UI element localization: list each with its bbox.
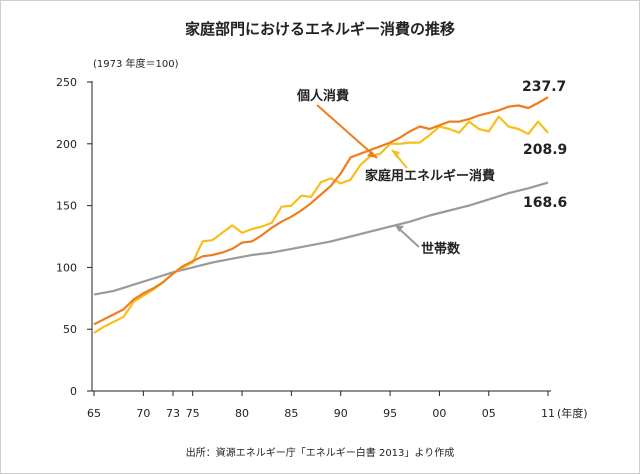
series-layer (93, 96, 549, 334)
chart-title: 家庭部門におけるエネルギー消費の推移 (185, 20, 455, 38)
personal-consumption-leader-arrow (367, 151, 377, 158)
x-tick-label: 90 (334, 407, 348, 420)
x-tick-label: 65 (87, 407, 101, 420)
y-tick-label: 0 (70, 385, 77, 398)
x-tick-label: 85 (284, 407, 298, 420)
end-value-households: 168.6 (523, 195, 567, 211)
series-label-households: 世帯数 (421, 241, 461, 257)
x-tick-label: 75 (186, 407, 200, 420)
series-line-household-energy (93, 115, 549, 334)
household-energy-leader-arrow (392, 150, 400, 158)
y-ticks: 0 50 100 150 200 250 (56, 76, 92, 398)
series-line-households (93, 181, 549, 296)
end-value-household-energy: 208.9 (523, 142, 567, 158)
y-tick-label: 100 (56, 261, 77, 274)
x-axis-unit: (年度) (557, 406, 588, 420)
series-labels: 個人消費 家庭用エネルギー消費 世帯数 237.7 208.9 168.6 (296, 79, 567, 257)
y-tick-label: 250 (56, 76, 77, 89)
end-value-personal-consumption: 237.7 (522, 79, 566, 95)
series-label-personal-consumption: 個人消費 (296, 88, 349, 104)
y-tick-label: 50 (63, 323, 77, 336)
x-ticks: 65 70 73 75 80 85 90 95 00 05 11 (87, 391, 555, 420)
source-note: 出所：資源エネルギー庁「エネルギー白書 2013」より作成 (186, 446, 454, 459)
personal-consumption-leader-line (316, 104, 378, 159)
x-tick-label: 70 (136, 407, 150, 420)
x-tick-label: 05 (482, 407, 496, 420)
x-tick-label: 95 (383, 407, 397, 420)
x-tick-label: 11 (541, 407, 555, 420)
x-tick-label: 00 (432, 407, 446, 420)
series-label-household-energy: 家庭用エネルギー消費 (365, 168, 495, 184)
y-axis-index-note: (1973 年度＝100) (93, 57, 179, 70)
y-tick-label: 200 (56, 138, 77, 151)
series-line-personal-consumption (93, 96, 549, 326)
x-tick-label: 73 (166, 407, 180, 420)
y-tick-label: 150 (56, 200, 77, 213)
axes (91, 81, 551, 392)
x-tick-label: 80 (235, 407, 249, 420)
households-leader-arrow (395, 225, 404, 232)
